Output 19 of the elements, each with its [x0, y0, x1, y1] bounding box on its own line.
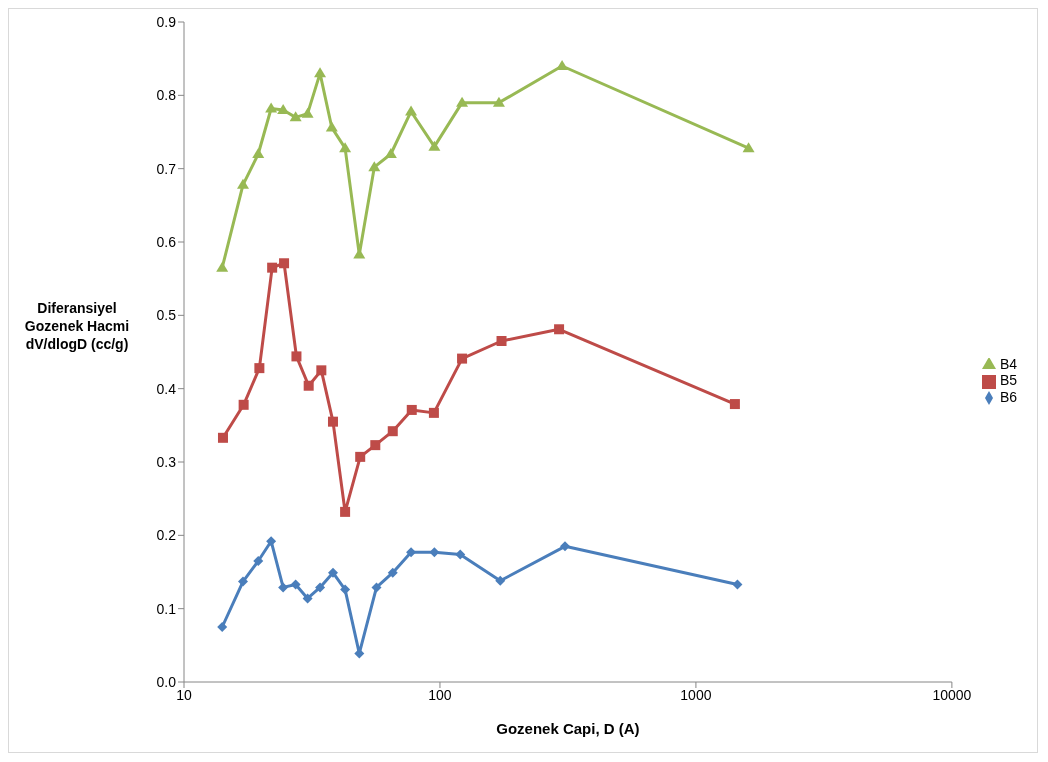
x-tick-label: 1000	[680, 686, 712, 703]
y-tick-label: 0.0	[156, 673, 177, 690]
y-tick-label: 0.6	[156, 233, 177, 250]
y-tick-label: 0.4	[156, 380, 177, 397]
y-tick-label: 0.1	[156, 600, 177, 617]
y-tick-label: 0.3	[156, 453, 177, 470]
legend-label: B6	[999, 388, 1017, 405]
y-tick-label: 0.5	[156, 307, 177, 324]
x-axis-title: Gozenek Capi, D (A)	[496, 720, 640, 737]
x-tick-label: 100	[428, 686, 452, 703]
legend-label: B4	[999, 356, 1017, 373]
y-tick-label: 0.8	[156, 87, 177, 104]
x-tick-label: 10	[176, 686, 192, 703]
y-tick-label: 0.9	[156, 13, 177, 30]
y-tick-label: 0.2	[156, 527, 177, 544]
x-tick-label: 10000	[932, 686, 972, 703]
legend-label: B5	[999, 372, 1017, 389]
y-tick-label: 0.7	[156, 160, 177, 177]
y-axis-title: Diferansiyel Gozenek Hacmi dV/dlogD (cc/g)	[23, 299, 131, 353]
